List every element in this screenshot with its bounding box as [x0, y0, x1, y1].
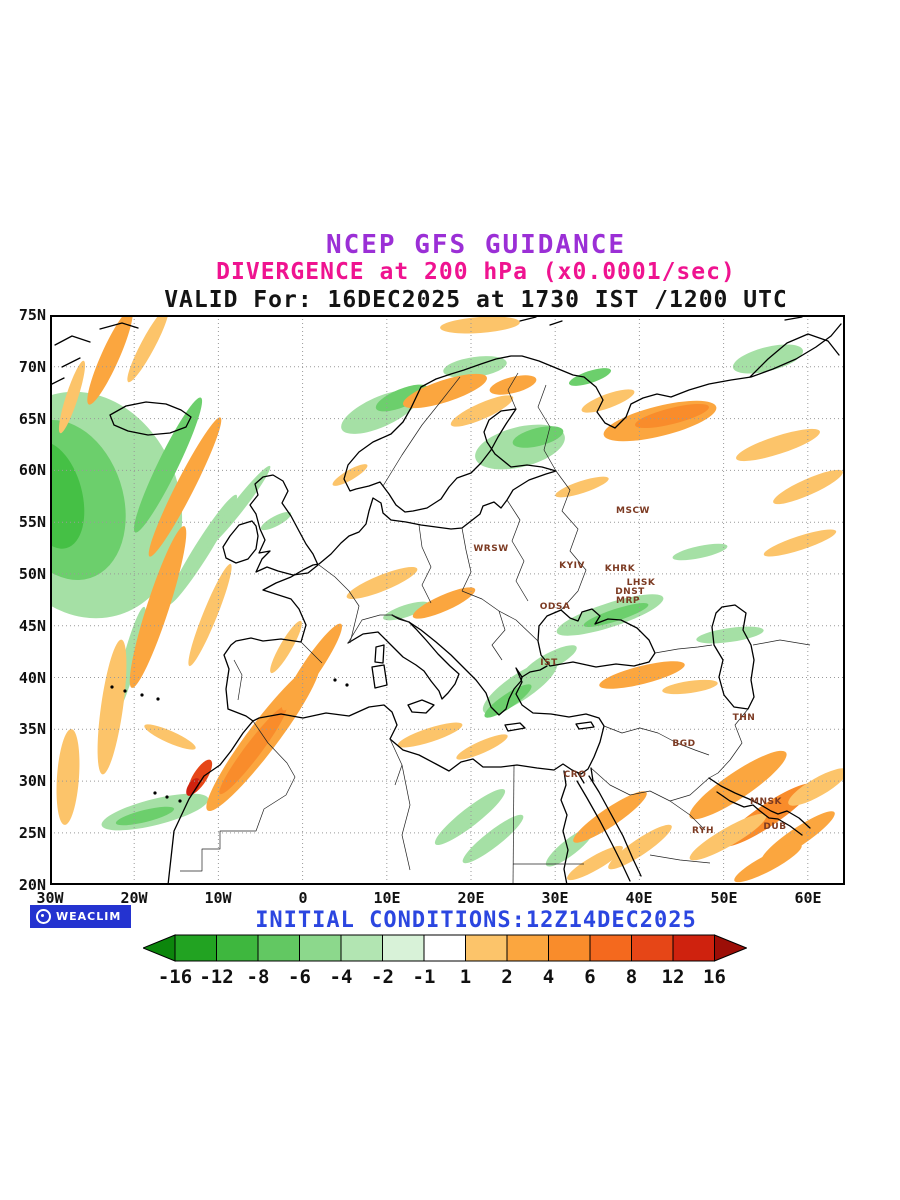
map-frame: [50, 315, 845, 885]
city-label: DUB: [763, 822, 787, 832]
svg-text:-12: -12: [199, 966, 233, 988]
city-label: RYH: [692, 826, 714, 836]
lon-tick-label: 10E: [373, 889, 401, 907]
city-label: ODSA: [539, 602, 571, 612]
lat-tick-label: 25N: [18, 824, 46, 842]
lat-tick-label: 60N: [18, 461, 46, 479]
valid-time-line: VALID For: 16DEC2025 at 1730 IST /1200 U…: [164, 287, 788, 313]
lat-tick-label: 50N: [18, 565, 46, 583]
lat-tick-label: 20N: [18, 876, 46, 894]
city-label: KYIV: [559, 561, 585, 571]
city-label: MRP: [616, 596, 640, 606]
svg-text:-8: -8: [247, 966, 270, 988]
svg-text:-2: -2: [371, 966, 394, 988]
colorbar-canvas: -16 -12 -8 -6 -4 -2 -1 1 2 4 6 8 12 16: [141, 934, 748, 988]
lon-tick-label: 10W: [204, 889, 232, 907]
city-label: DNST: [615, 587, 645, 597]
city-label: LHSK: [626, 578, 656, 588]
initial-conditions-line: INITIAL CONDITIONS:12Z14DEC2025: [255, 908, 697, 933]
lon-tick-label: 40E: [625, 889, 653, 907]
svg-text:1: 1: [460, 966, 471, 988]
city-label: BGD: [672, 739, 696, 749]
weaclim-logo-text: WEACLIM: [56, 910, 122, 923]
lon-tick-label: 20E: [457, 889, 485, 907]
svg-text:-16: -16: [158, 966, 192, 988]
divergence-positive-blobs: [56, 315, 845, 883]
lat-tick-label: 45N: [18, 617, 46, 635]
city-label: MNSK: [750, 797, 782, 807]
country-borders: [180, 372, 811, 885]
svg-text:12: 12: [662, 966, 685, 988]
lon-tick-label: 50E: [710, 889, 738, 907]
page-title: NCEP GFS GUIDANCE: [325, 230, 627, 260]
city-label: MSCW: [616, 506, 650, 516]
svg-text:-6: -6: [288, 966, 311, 988]
weaclim-logo-icon: [36, 909, 51, 924]
lat-tick-label: 55N: [18, 513, 46, 531]
lat-tick-label: 70N: [18, 358, 46, 376]
lat-tick-label: 65N: [18, 410, 46, 428]
lon-tick-label: 20W: [120, 889, 148, 907]
svg-text:4: 4: [543, 966, 554, 988]
map-plot: MSCW WRSW KYIV KHRK LHSK DNST MRP ODSA IST THN BGD…: [50, 315, 845, 885]
field-subtitle: DIVERGENCE at 200 hPa (x0.0001/sec): [216, 259, 736, 285]
svg-text:2: 2: [501, 966, 512, 988]
colorbar-legend: -16 -12 -8 -6 -4 -2 -1 1 2 4 6 8 12 16: [141, 933, 748, 997]
divergence-negative-blobs: [50, 344, 804, 867]
lon-tick-label: 30E: [541, 889, 569, 907]
lat-tick-label: 35N: [18, 720, 46, 738]
city-label: IST: [540, 658, 558, 668]
lat-tick-label: 30N: [18, 772, 46, 790]
svg-text:16: 16: [703, 966, 726, 988]
lon-tick-label: 0: [298, 889, 308, 907]
lon-tick-label: 60E: [794, 889, 822, 907]
lat-tick-label: 75N: [18, 306, 46, 324]
svg-text:-4: -4: [330, 966, 353, 988]
weaclim-logo: WEACLIM: [30, 905, 132, 928]
svg-text:8: 8: [626, 966, 637, 988]
city-label: KHRK: [604, 564, 636, 574]
city-label: CRO: [563, 770, 587, 780]
island-dots: [110, 678, 349, 803]
svg-text:-1: -1: [413, 966, 436, 988]
coastlines: [50, 316, 842, 885]
lon-tick-label: 30W: [36, 889, 64, 907]
svg-text:6: 6: [584, 966, 595, 988]
city-label: WRSW: [473, 544, 509, 554]
lat-tick-label: 40N: [18, 669, 46, 687]
map-canvas: [50, 315, 845, 885]
latlon-grid: [50, 315, 845, 885]
city-label: THN: [732, 713, 756, 723]
